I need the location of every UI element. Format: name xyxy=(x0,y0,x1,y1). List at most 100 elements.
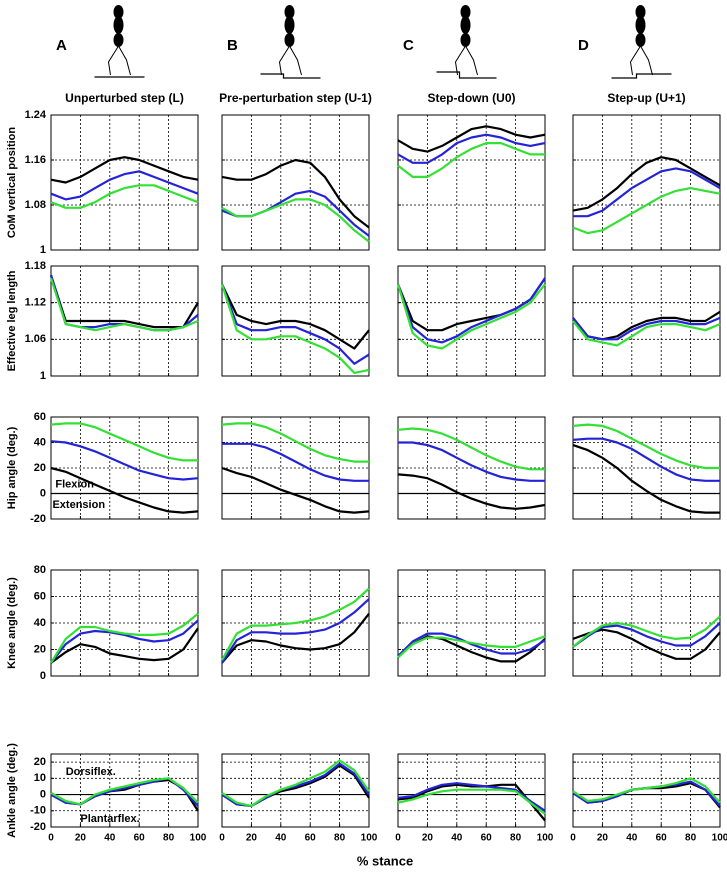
y-tick-label: 60 xyxy=(34,411,46,423)
panel-label: C xyxy=(403,37,414,54)
x-tick-label: 20 xyxy=(75,833,87,844)
plot-frame xyxy=(397,265,546,377)
series-line xyxy=(49,274,199,329)
y-tick-label: 1.24 xyxy=(25,109,47,121)
series-line xyxy=(572,310,721,341)
x-tick-label: 60 xyxy=(481,833,493,844)
plot-frame xyxy=(397,569,546,677)
x-tick-label: 100 xyxy=(190,833,207,844)
series-line xyxy=(221,283,370,350)
series-line xyxy=(221,198,370,243)
stick-figure xyxy=(611,5,672,79)
x-tick-label: 0 xyxy=(48,833,54,844)
y-tick-label: -20 xyxy=(30,821,46,833)
panel-label: D xyxy=(578,37,589,54)
y-tick-label: 20 xyxy=(34,643,46,655)
series-line xyxy=(221,422,369,463)
x-tick-label: 60 xyxy=(134,833,146,844)
annotation: Flexion xyxy=(55,478,94,490)
body-segment xyxy=(635,33,646,47)
series-line xyxy=(572,777,721,804)
body-segment xyxy=(284,16,295,34)
ground xyxy=(436,71,497,79)
series-line xyxy=(50,422,198,462)
series-line xyxy=(397,125,546,153)
x-tick-label: 100 xyxy=(712,833,727,844)
stick-figure xyxy=(260,5,321,79)
series-line xyxy=(396,283,546,350)
x-tick-label: 80 xyxy=(510,833,522,844)
body-segment xyxy=(284,5,295,19)
series-line xyxy=(222,442,369,482)
x-tick-label: 40 xyxy=(275,833,287,844)
x-tick-label: 60 xyxy=(656,833,668,844)
leg xyxy=(454,45,478,76)
x-tick-label: 0 xyxy=(395,833,401,844)
body-segment xyxy=(460,5,471,19)
series-line xyxy=(572,316,721,341)
x-tick-label: 20 xyxy=(422,833,434,844)
series-line xyxy=(397,427,545,471)
y-tick-label: 1.18 xyxy=(25,260,46,272)
plot-frame xyxy=(397,753,546,828)
leg xyxy=(278,45,302,76)
series-line xyxy=(572,780,721,807)
y-tick-label: 40 xyxy=(34,617,46,629)
y-tick-label: 20 xyxy=(34,756,46,768)
plot-frame xyxy=(221,569,370,677)
series-line xyxy=(397,473,546,510)
y-axis-label: Ankle angle (deg.) xyxy=(6,743,18,838)
x-tick-label: 0 xyxy=(219,833,225,844)
series-line xyxy=(572,156,721,212)
series-line xyxy=(572,320,721,347)
series-line xyxy=(572,187,721,235)
series-line xyxy=(50,619,199,664)
stick-figure xyxy=(94,5,145,78)
series-line xyxy=(221,587,370,661)
panel-title: Step-down (U0) xyxy=(428,91,516,105)
leg xyxy=(107,45,131,76)
y-tick-label: 1.08 xyxy=(25,199,46,211)
x-tick-label: 100 xyxy=(537,833,554,844)
x-tick-label: 20 xyxy=(246,833,258,844)
series-line xyxy=(221,759,370,807)
series-line xyxy=(221,189,370,237)
x-tick-label: 100 xyxy=(361,833,378,844)
body-segment xyxy=(113,16,124,34)
panel-title: Step-up (U+1) xyxy=(607,91,685,105)
series-line xyxy=(397,632,546,657)
series-line xyxy=(572,423,720,470)
x-axis-label: % stance xyxy=(357,853,413,868)
panel-label: B xyxy=(227,37,238,54)
body-segment xyxy=(113,33,124,47)
series-line xyxy=(50,627,199,664)
body-segment xyxy=(113,5,124,19)
y-tick-label: 1.16 xyxy=(25,154,46,166)
body-segment xyxy=(284,33,295,47)
x-tick-label: 20 xyxy=(597,833,609,844)
series-line xyxy=(50,612,199,664)
y-tick-label: 0 xyxy=(40,788,46,800)
series-line xyxy=(397,783,546,822)
y-tick-label: 60 xyxy=(34,590,46,602)
series-line xyxy=(396,277,546,344)
x-tick-label: 40 xyxy=(626,833,638,844)
series-line xyxy=(221,466,370,514)
series-line xyxy=(572,444,720,514)
series-line xyxy=(572,615,721,648)
panel-title: Unperturbed step (L) xyxy=(65,91,184,105)
x-tick-label: 60 xyxy=(305,833,317,844)
series-line xyxy=(50,184,199,209)
series-line xyxy=(397,635,546,659)
plot-frame xyxy=(572,753,721,828)
body-segment xyxy=(460,16,471,34)
y-tick-label: 1.12 xyxy=(25,297,46,309)
series-line xyxy=(397,133,546,164)
panel-label: A xyxy=(56,37,67,54)
series-line xyxy=(572,437,720,482)
x-tick-label: 80 xyxy=(163,833,175,844)
body-segment xyxy=(460,33,471,47)
series-line xyxy=(397,782,546,812)
y-axis-label: Effective leg length xyxy=(6,270,18,371)
